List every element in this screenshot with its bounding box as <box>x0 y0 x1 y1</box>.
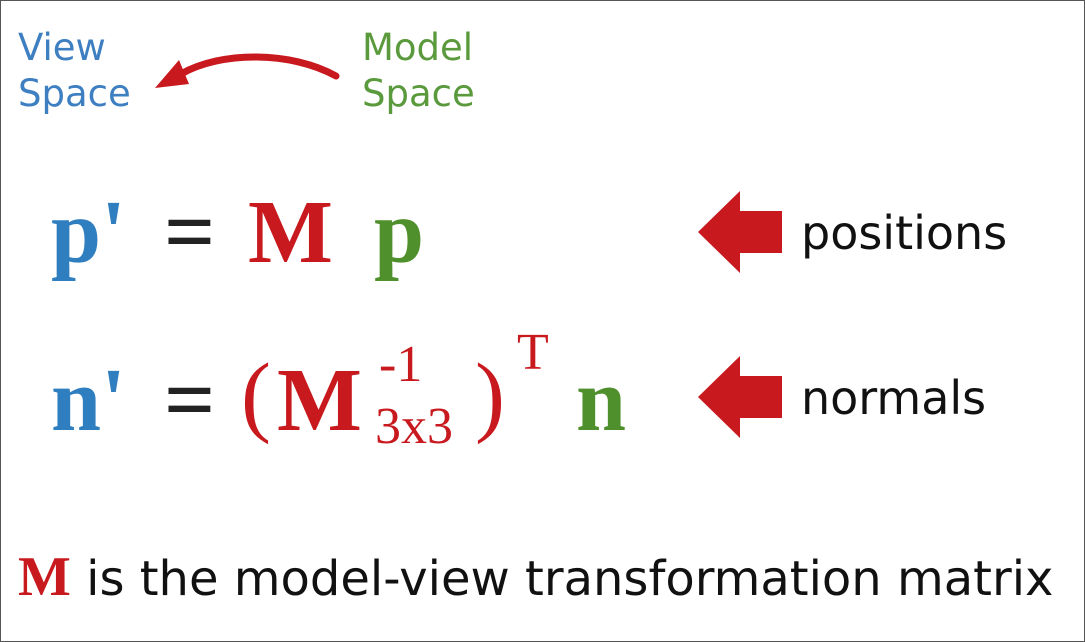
view-space-label: View Space <box>18 25 131 117</box>
model-space-line2: Space <box>362 72 475 115</box>
footer-matrix-symbol: M <box>18 546 71 608</box>
model-space-line1: Model <box>362 26 474 69</box>
eq2-superscript: -1 <box>379 336 423 393</box>
view-space-line1: View <box>18 26 106 69</box>
positions-arrow-icon <box>698 191 782 273</box>
eq1-matrix: M <box>248 183 333 282</box>
eq2-close-paren: ) <box>475 346 505 445</box>
eq2-open-paren: ( <box>241 346 271 445</box>
eq2-transpose: T <box>517 324 549 381</box>
view-space-line2: Space <box>18 72 131 115</box>
eq2-matrix: M <box>277 351 362 450</box>
footer-description: is the model-view transformation matrix <box>86 551 1054 607</box>
eq2-subscript: 3x3 <box>375 398 453 455</box>
normals-arrow-icon <box>698 356 782 438</box>
eq1-lhs: p' <box>51 183 127 282</box>
eq2-lhs: n' <box>51 351 127 450</box>
model-space-label: Model Space <box>362 25 475 117</box>
eq2-vector: n <box>576 351 627 450</box>
curved-arrow-icon <box>155 53 340 88</box>
eq1-vector: p <box>374 183 425 282</box>
normals-label: normals <box>801 371 987 425</box>
eq2-equals: = <box>164 351 216 450</box>
eq1-equals: = <box>164 183 216 282</box>
footer-text: M is the model-view transformation matri… <box>18 549 1053 607</box>
positions-label: positions <box>801 206 1008 260</box>
